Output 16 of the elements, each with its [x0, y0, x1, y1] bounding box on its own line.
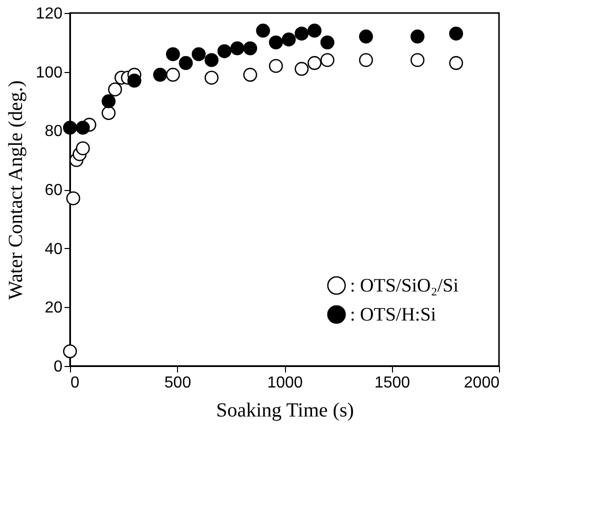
y-tick-label: 40 [44, 240, 63, 258]
y-tick-label: 60 [44, 182, 63, 199]
x-axis-title: Soaking Time (s) [216, 400, 354, 422]
legend-label: : OTS/SiO₂/Si [350, 276, 459, 296]
x-tick-label: 1000 [267, 374, 303, 392]
y-tick-label: 20 [44, 300, 63, 317]
legend-label: : OTS/H:Si [350, 304, 436, 326]
x-tick-label: 1500 [374, 374, 410, 392]
x-tick-label: 500 [164, 374, 192, 392]
y-tick-label: 80 [44, 123, 63, 140]
y-tick-label: 100 [36, 64, 63, 82]
x-tick-label: 2000 [464, 374, 500, 392]
y-tick-label: 120 [36, 6, 63, 22]
x-tick-label: 0 [70, 374, 80, 392]
y-axis-title: Water Contact Angle (deg.) [4, 80, 27, 300]
y-tick-label: 0 [54, 358, 63, 376]
